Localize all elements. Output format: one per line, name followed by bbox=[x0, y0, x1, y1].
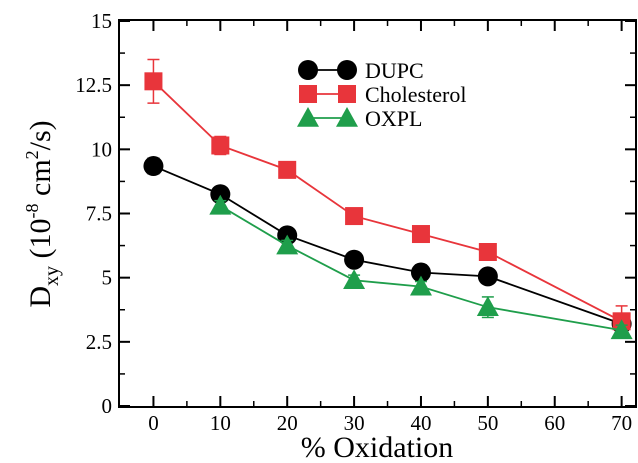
data-point bbox=[410, 262, 431, 283]
data-point bbox=[143, 156, 164, 177]
y-axis-title-power: 2 bbox=[22, 150, 42, 159]
legend-item: OXPL bbox=[297, 106, 422, 131]
data-point bbox=[409, 275, 432, 296]
legend-marker bbox=[337, 60, 357, 80]
data-point bbox=[476, 296, 499, 316]
y-axis-title-close: /s) bbox=[24, 120, 57, 150]
x-axis-title: % Oxidation bbox=[301, 431, 453, 463]
x-tick-label: 60 bbox=[544, 411, 565, 435]
series-line bbox=[219, 205, 622, 332]
x-tick-label: 50 bbox=[477, 411, 498, 435]
y-tick-label: 10 bbox=[91, 137, 112, 161]
tick-labels: 0 10 20 30 40 50 60 70 0 2.5 5 7.5 10 12.5 15 bbox=[75, 9, 632, 435]
y-axis-title-main: D bbox=[24, 286, 57, 308]
legend-marker bbox=[298, 60, 318, 80]
data-point bbox=[276, 234, 299, 255]
series-layer bbox=[143, 58, 633, 340]
data-point bbox=[411, 225, 430, 244]
legend-label: DUPC bbox=[365, 58, 424, 83]
data-point bbox=[278, 160, 297, 179]
series-dupc bbox=[143, 156, 632, 334]
y-tick-label: 5 bbox=[102, 266, 113, 290]
y-tick-label: 12.5 bbox=[75, 73, 112, 97]
y-axis-title: Dxy (10-8 cm2/s) bbox=[22, 120, 63, 307]
data-point bbox=[209, 194, 232, 215]
y-tick-label: 0 bbox=[102, 394, 113, 418]
legend-item: Cholesterol bbox=[299, 82, 466, 107]
y-axis-title-exponent: -8 bbox=[22, 203, 42, 218]
data-point bbox=[610, 319, 633, 340]
y-axis-title-mid: cm bbox=[24, 159, 57, 203]
y-tick-label: 15 bbox=[91, 9, 112, 33]
data-point bbox=[144, 72, 163, 91]
legend-label: OXPL bbox=[365, 106, 422, 131]
x-tick-label: 0 bbox=[148, 411, 159, 435]
x-tick-label: 30 bbox=[344, 411, 365, 435]
data-point bbox=[345, 207, 364, 226]
data-point bbox=[478, 243, 497, 261]
y-tick-label: 2.5 bbox=[86, 330, 112, 354]
y-axis-title-open: (10 bbox=[24, 218, 57, 266]
x-tick-label: 20 bbox=[277, 411, 298, 435]
legend-marker bbox=[336, 107, 358, 127]
axis-ticks bbox=[120, 20, 635, 407]
data-point bbox=[477, 266, 498, 287]
data-point bbox=[344, 249, 365, 270]
legend-label: Cholesterol bbox=[365, 82, 466, 107]
x-tick-label: 40 bbox=[410, 411, 431, 435]
plot-frame bbox=[118, 19, 637, 408]
data-point bbox=[210, 184, 231, 205]
legend-marker bbox=[297, 107, 319, 127]
data-point bbox=[211, 136, 230, 155]
y-tick-label: 7.5 bbox=[86, 202, 112, 226]
data-point bbox=[343, 269, 366, 290]
x-tick-label: 10 bbox=[210, 411, 231, 435]
legend-marker bbox=[338, 85, 356, 103]
legend-item: DUPC bbox=[298, 58, 424, 83]
y-axis-title-subscript: xy bbox=[41, 266, 63, 286]
x-tick-label: 70 bbox=[611, 411, 632, 435]
series-oxpl bbox=[209, 194, 633, 340]
legend-marker bbox=[299, 85, 317, 103]
